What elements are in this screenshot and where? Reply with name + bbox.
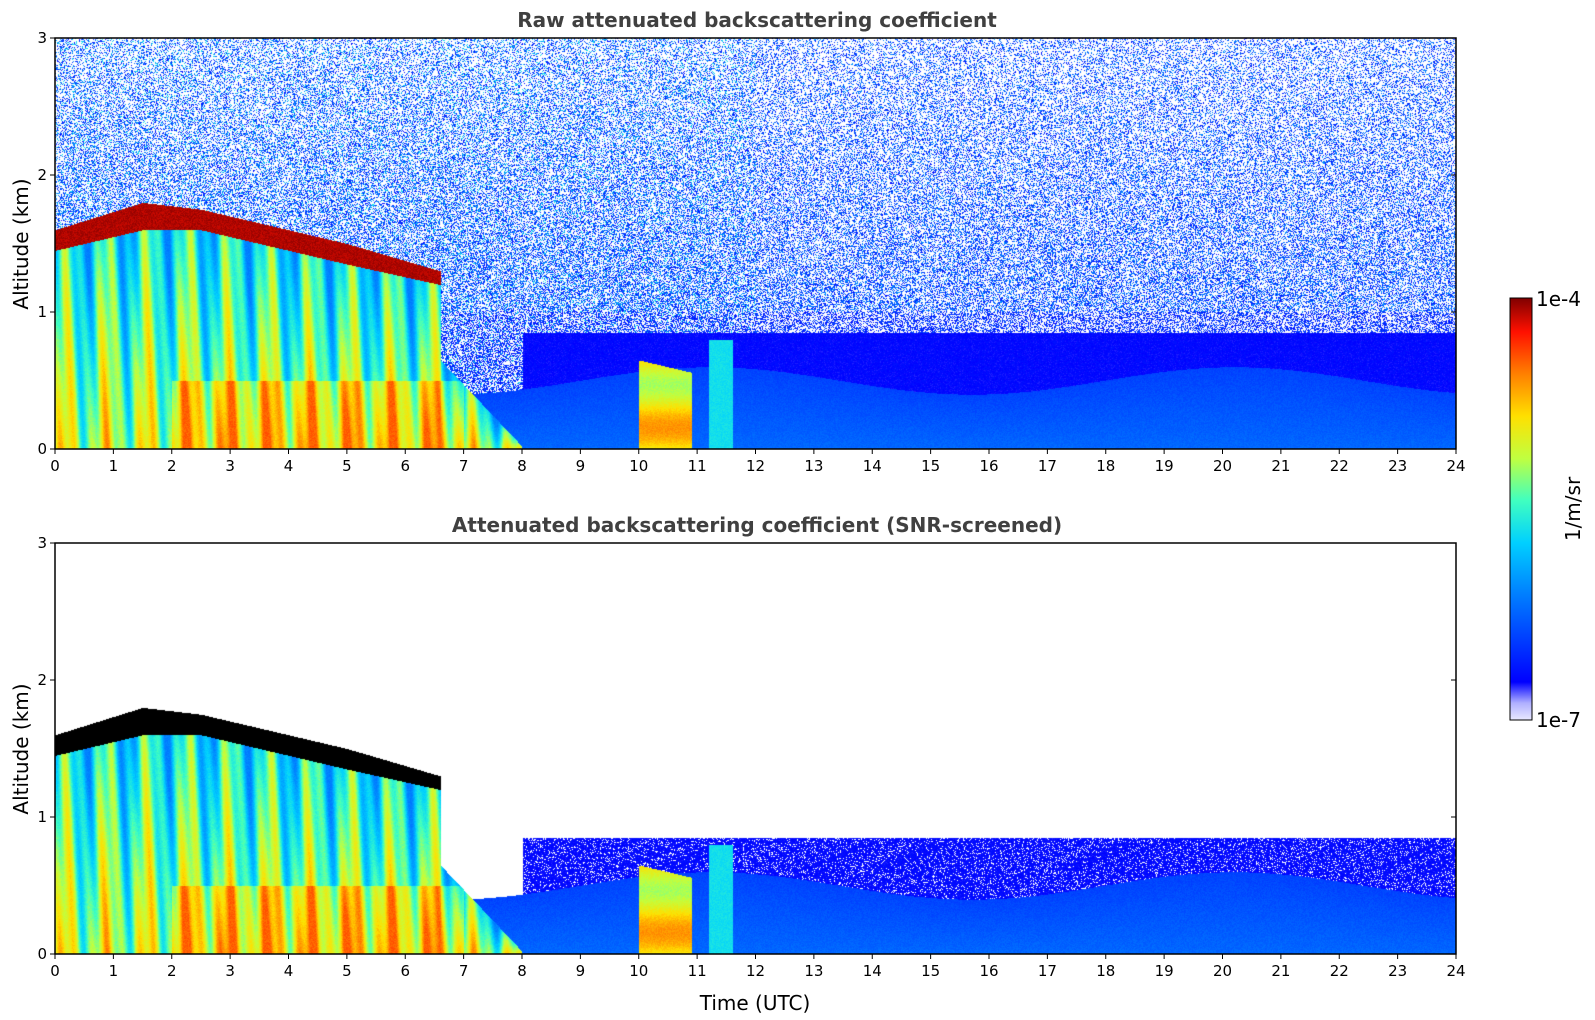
x-tick-label: 22	[1330, 962, 1349, 980]
x-tick-label: 18	[1096, 457, 1115, 475]
x-tick-label: 12	[746, 457, 765, 475]
panel-raw-y-axis-label: Altitude (km)	[9, 178, 33, 309]
panel-raw-x-ticks: 0 1 2 3 4 5 6 7 8 9 10 11 12 13 14 15 16 17 18 19 20 21 22 23 24	[50, 449, 1466, 475]
panel-screened-plot-area	[55, 543, 1456, 954]
panel-raw-title: Raw attenuated backscattering coefficien…	[517, 8, 997, 32]
x-tick-label: 15	[921, 457, 940, 475]
screened-heatmap	[55, 543, 1456, 954]
colorbar-min-label: 1e-7	[1536, 708, 1581, 732]
x-tick-label: 20	[1213, 962, 1232, 980]
x-tick-label: 22	[1330, 457, 1349, 475]
panel-raw-y-ticks: 0 1 2 3	[37, 29, 1456, 458]
x-tick-label: 24	[1446, 457, 1465, 475]
panel-screened-title: Attenuated backscattering coefficient (S…	[452, 513, 1062, 537]
x-tick-label: 13	[804, 962, 823, 980]
panel-screened-y-ticks: 0 1 2 3	[37, 534, 1456, 963]
x-tick-label: 20	[1213, 457, 1232, 475]
panel-screened-y-axis-label: Altitude (km)	[9, 683, 33, 814]
x-tick-label: 3	[225, 962, 235, 980]
x-tick-label: 8	[517, 457, 527, 475]
y-tick-label: 3	[37, 534, 47, 552]
panel-screened: Attenuated backscattering coefficient (S…	[9, 513, 1466, 1015]
x-tick-label: 8	[517, 962, 527, 980]
x-tick-label: 21	[1271, 962, 1290, 980]
x-tick-label: 14	[863, 962, 882, 980]
x-tick-label: 14	[863, 457, 882, 475]
x-tick-label: 5	[342, 962, 352, 980]
y-tick-label: 1	[37, 808, 47, 826]
x-tick-label: 4	[284, 962, 294, 980]
x-tick-label: 10	[629, 457, 648, 475]
x-tick-label: 5	[342, 457, 352, 475]
x-tick-label: 7	[459, 962, 469, 980]
y-tick-label: 2	[37, 671, 47, 689]
x-tick-label: 1	[109, 962, 119, 980]
x-tick-label: 1	[109, 457, 119, 475]
x-tick-label: 4	[284, 457, 294, 475]
x-tick-label: 0	[50, 457, 60, 475]
colorbar: 1e-4 1e-7 1/m/sr	[1509, 287, 1585, 732]
colorbar-max-label: 1e-4	[1536, 287, 1581, 311]
x-tick-label: 6	[400, 962, 410, 980]
panel-screened-x-axis-label: Time (UTC)	[699, 991, 811, 1015]
y-tick-label: 3	[37, 29, 47, 47]
y-tick-label: 2	[37, 166, 47, 184]
x-tick-label: 2	[167, 457, 177, 475]
x-tick-label: 21	[1271, 457, 1290, 475]
x-tick-label: 11	[688, 962, 707, 980]
x-tick-label: 12	[746, 962, 765, 980]
x-tick-label: 19	[1155, 457, 1174, 475]
x-tick-label: 13	[804, 457, 823, 475]
x-tick-label: 10	[629, 962, 648, 980]
x-tick-label: 2	[167, 962, 177, 980]
x-tick-label: 3	[225, 457, 235, 475]
x-tick-label: 6	[400, 457, 410, 475]
x-tick-label: 17	[1038, 962, 1057, 980]
x-tick-label: 9	[576, 457, 586, 475]
x-tick-label: 19	[1155, 962, 1174, 980]
x-tick-label: 18	[1096, 962, 1115, 980]
x-tick-label: 7	[459, 457, 469, 475]
panel-raw: Raw attenuated backscattering coefficien…	[9, 8, 1466, 475]
x-tick-label: 23	[1388, 457, 1407, 475]
x-tick-label: 17	[1038, 457, 1057, 475]
panel-screened-x-ticks: 0 1 2 3 4 5 6 7 8 9 10 11 12 13 14 15 16 17 18 19 20 21 22 23 24	[50, 954, 1466, 980]
x-tick-label: 9	[576, 962, 586, 980]
x-tick-label: 11	[688, 457, 707, 475]
x-tick-label: 16	[979, 962, 998, 980]
colorbar-unit-label: 1/m/sr	[1561, 476, 1585, 541]
x-tick-label: 24	[1446, 962, 1465, 980]
x-tick-label: 16	[979, 457, 998, 475]
y-tick-label: 1	[37, 303, 47, 321]
y-tick-label: 0	[37, 945, 47, 963]
x-tick-label: 15	[921, 962, 940, 980]
x-tick-label: 23	[1388, 962, 1407, 980]
x-tick-label: 0	[50, 962, 60, 980]
y-tick-label: 0	[37, 440, 47, 458]
panel-raw-plot-area	[55, 38, 1456, 449]
colorbar-gradient	[1509, 297, 1533, 721]
raw-heatmap	[55, 38, 1456, 449]
